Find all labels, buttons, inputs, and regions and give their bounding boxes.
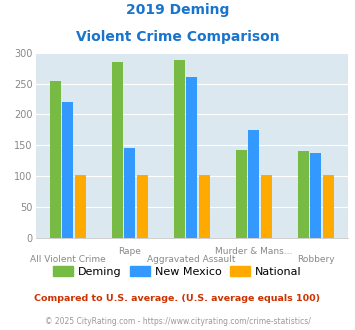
Bar bbox=[186, 78, 197, 238]
Text: All Violent Crime: All Violent Crime bbox=[30, 255, 105, 264]
Bar bbox=[62, 102, 73, 238]
Text: Rape: Rape bbox=[118, 248, 141, 256]
Text: Compared to U.S. average. (U.S. average equals 100): Compared to U.S. average. (U.S. average … bbox=[34, 294, 321, 303]
Bar bbox=[323, 175, 334, 238]
Bar bbox=[112, 62, 123, 238]
Bar bbox=[236, 150, 247, 238]
Legend: Deming, New Mexico, National: Deming, New Mexico, National bbox=[50, 263, 305, 280]
Bar bbox=[50, 81, 61, 238]
Text: Aggravated Assault: Aggravated Assault bbox=[147, 255, 236, 264]
Text: 2019 Deming: 2019 Deming bbox=[126, 3, 229, 17]
Bar bbox=[75, 175, 86, 238]
Bar bbox=[261, 175, 272, 238]
Bar bbox=[137, 175, 148, 238]
Text: Robbery: Robbery bbox=[297, 255, 334, 264]
Text: Murder & Mans...: Murder & Mans... bbox=[215, 248, 293, 256]
Text: © 2025 CityRating.com - https://www.cityrating.com/crime-statistics/: © 2025 CityRating.com - https://www.city… bbox=[45, 317, 310, 326]
Bar bbox=[298, 151, 309, 238]
Bar bbox=[248, 130, 259, 238]
Text: Violent Crime Comparison: Violent Crime Comparison bbox=[76, 30, 279, 44]
Bar bbox=[124, 148, 135, 238]
Bar bbox=[310, 153, 321, 238]
Bar bbox=[198, 175, 210, 238]
Bar bbox=[174, 60, 185, 238]
